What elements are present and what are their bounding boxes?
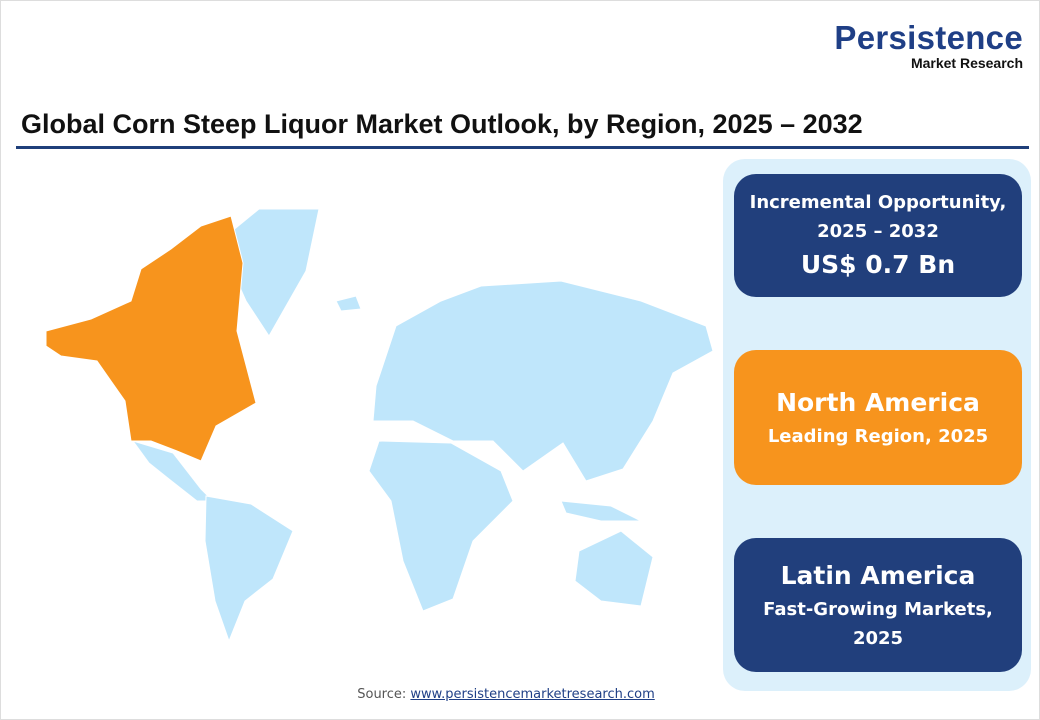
- card-sub: Leading Region, 2025: [767, 426, 989, 447]
- card-sub-year: 2025: [852, 628, 904, 649]
- logo: Persistence Market Research: [834, 19, 1023, 72]
- card-label: Incremental Opportunity,: [749, 191, 1007, 213]
- card-period: 2025 – 2032: [817, 220, 939, 242]
- world-map: [45, 208, 714, 643]
- card-sub: Fast-Growing Markets,: [763, 599, 993, 620]
- map-africa: [368, 440, 514, 612]
- source: Source: www.persistencemarketresearch.co…: [1, 687, 1011, 702]
- fast-growing-card: Latin America Fast-Growing Markets, 2025: [734, 538, 1022, 672]
- map-indonesia: [560, 500, 642, 522]
- card-heading: North America: [776, 388, 980, 417]
- map-south-america: [204, 495, 294, 643]
- logo-main: Persistence: [834, 19, 1023, 56]
- card-heading: Latin America: [780, 561, 976, 590]
- page-title: Global Corn Steep Liquor Market Outlook,…: [21, 109, 863, 139]
- summary-panel: Incremental Opportunity, 2025 – 2032 US$…: [723, 159, 1031, 691]
- title-divider: [16, 146, 1029, 149]
- source-label: Source:: [357, 687, 411, 702]
- incremental-opportunity-card: Incremental Opportunity, 2025 – 2032 US$…: [734, 174, 1022, 297]
- map-eurasia: [372, 280, 714, 482]
- card-value: US$ 0.7 Bn: [800, 249, 956, 279]
- leading-region-card: North America Leading Region, 2025: [734, 350, 1022, 485]
- logo-sub: Market Research: [910, 55, 1023, 71]
- source-link[interactable]: www.persistencemarketresearch.com: [410, 687, 655, 702]
- map-iceland: [335, 295, 362, 312]
- map-australia: [574, 530, 654, 607]
- map-mexico-central-america: [131, 440, 215, 502]
- map-north-america-highlight: [45, 215, 257, 462]
